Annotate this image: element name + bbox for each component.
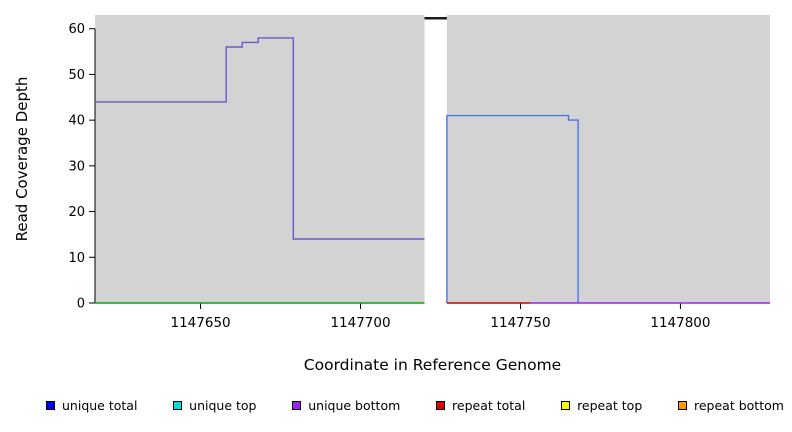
legend-label: unique total <box>62 398 138 413</box>
legend-item-repeat-top: repeat top <box>561 398 642 413</box>
plot-shapes-group: 0 10 20 30 40 50 60 1147650 1147700 1147750 114780… <box>68 9 770 331</box>
legend-swatch-repeat-total <box>436 401 446 410</box>
legend: unique total unique top unique bottom repea… <box>46 398 784 413</box>
legend-swatch-unique-bottom <box>292 401 302 410</box>
legend-swatch-repeat-bottom <box>678 401 687 410</box>
legend-label: unique bottom <box>308 398 401 413</box>
legend-label: repeat top <box>577 398 643 413</box>
x-axis-tick-label: 1147700 <box>330 315 390 331</box>
x-axis-tick-label: 1147800 <box>650 315 710 331</box>
legend-swatch-unique-total <box>46 401 55 410</box>
x-axis-tick-label: 1147750 <box>490 315 550 331</box>
legend-swatch-unique-top <box>173 401 183 410</box>
y-axis-tick-label: 40 <box>68 114 85 129</box>
legend-label: repeat total <box>452 398 526 413</box>
legend-item-repeat-bottom: repeat bottom <box>678 398 784 413</box>
legend-item-repeat-total: repeat total <box>436 398 525 413</box>
legend-item-unique-bottom: unique bottom <box>292 398 400 413</box>
y-axis-tick-label: 30 <box>68 159 85 174</box>
y-axis-tick-label: 20 <box>68 205 85 220</box>
x-axis-title: Coordinate in Reference Genome <box>303 356 562 374</box>
series-unique-coverage-right <box>446 114 579 303</box>
coverage-gap-region <box>424 9 447 305</box>
y-axis-tick-label: 0 <box>77 297 85 312</box>
x-axis-tick-label: 1147650 <box>171 315 231 331</box>
legend-swatch-repeat-top <box>561 401 571 410</box>
legend-label: repeat bottom <box>694 398 784 413</box>
legend-item-unique-top: unique top <box>173 398 256 413</box>
legend-item-unique-total: unique total <box>46 398 137 413</box>
legend-label: unique top <box>189 398 257 413</box>
y-axis-tick-label: 60 <box>68 22 85 37</box>
coverage-plot-canvas: 0 10 20 30 40 50 60 1147650 1147700 1147750 114780… <box>13 9 770 331</box>
series-unique-coverage-left <box>95 37 425 240</box>
y-axis-tick-label: 50 <box>68 68 85 83</box>
y-axis-title: Read Coverage Depth <box>13 77 31 242</box>
y-axis-tick-label: 10 <box>68 251 85 266</box>
